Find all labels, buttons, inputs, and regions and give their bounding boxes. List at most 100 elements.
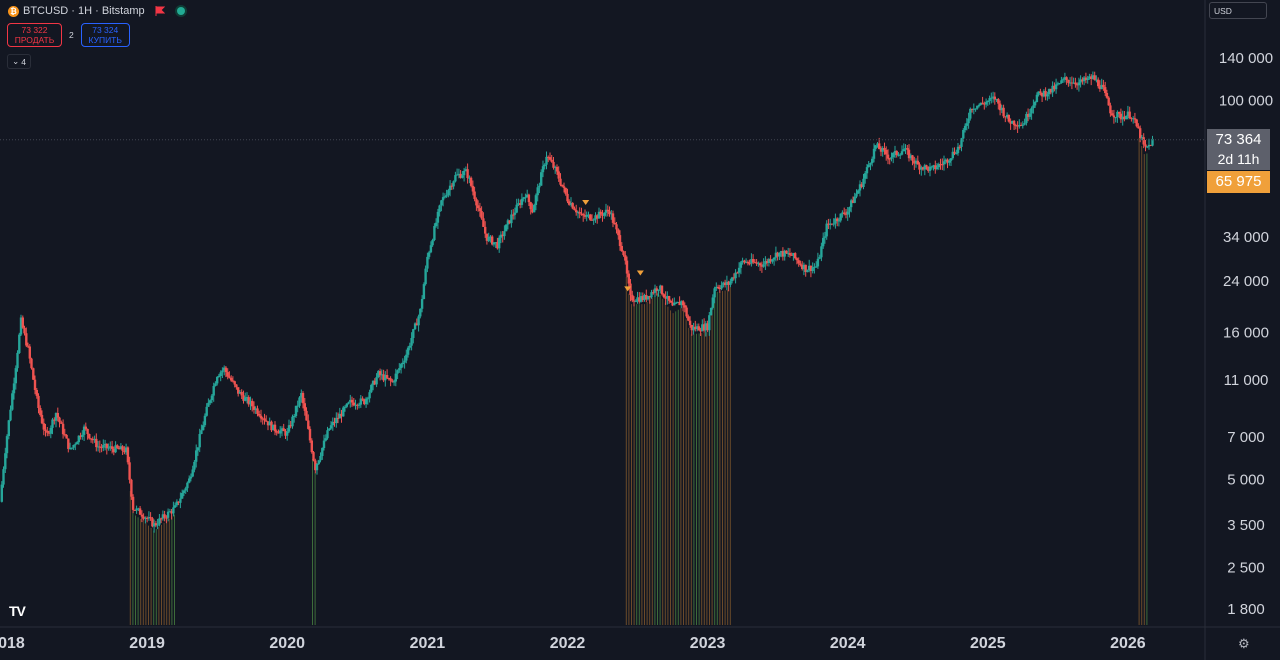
candle-body [505, 224, 508, 232]
candle-body [1063, 77, 1067, 80]
candle-body [512, 214, 515, 216]
candle-body [524, 197, 527, 199]
candle-body [664, 297, 667, 299]
candle-body [779, 251, 783, 253]
signal-marker[interactable] [624, 286, 632, 292]
candle-body [892, 153, 895, 158]
candle-body [114, 445, 117, 453]
candle-body [54, 413, 58, 421]
candle-body [904, 148, 907, 150]
candle-body [142, 516, 145, 519]
candle-body [65, 435, 68, 439]
candle-body [385, 375, 389, 378]
candle-body [617, 229, 620, 236]
candle-body [175, 501, 179, 506]
candle-body [321, 447, 324, 456]
candle-body [927, 166, 930, 171]
candle-body [734, 272, 737, 279]
candle-body [958, 146, 961, 148]
candle-body [47, 432, 51, 434]
candle-body [603, 212, 606, 216]
candle-body [272, 424, 275, 431]
candle-body [373, 380, 376, 385]
candle-body [641, 296, 644, 300]
currency-select[interactable]: USD [1209, 2, 1267, 19]
candle-body [652, 292, 655, 294]
candle-body [307, 420, 310, 429]
red-flag-icon[interactable] [155, 6, 165, 16]
candle-body [934, 165, 937, 170]
candle-body [462, 170, 466, 176]
candle-body [620, 246, 623, 252]
candle-body [736, 272, 739, 274]
candle-body [804, 264, 807, 272]
candle-body [811, 267, 814, 271]
buy-button[interactable]: 73 324 КУПИТЬ [80, 23, 130, 47]
candle-body [723, 282, 727, 285]
candle-body [1025, 114, 1028, 124]
signal-marker[interactable] [582, 200, 590, 206]
candle-body [203, 415, 207, 426]
candle-body [300, 393, 303, 398]
candle-body [1056, 83, 1060, 85]
candle-body [156, 524, 159, 526]
symbol-legend[interactable]: ₿ BTCUSD · 1H · Bitstamp [8, 3, 185, 19]
candle-body [1026, 114, 1030, 117]
signal-marker[interactable] [636, 270, 644, 276]
candle-body [202, 425, 205, 431]
candle-body [61, 423, 65, 435]
candle-body [166, 511, 170, 518]
candle-body [284, 431, 287, 436]
candle-body [834, 218, 837, 224]
candle-body [317, 460, 320, 464]
candle-body [850, 200, 853, 208]
candle-body [799, 263, 802, 265]
candle-body [589, 214, 592, 220]
candle-body [331, 421, 334, 426]
candle-body [1107, 97, 1110, 106]
candle-body [296, 405, 299, 407]
candle-body [117, 447, 121, 450]
candle-body [744, 261, 748, 263]
price-tick-label: 16 000 [1223, 325, 1269, 342]
candle-body [993, 96, 996, 100]
candle-body [813, 266, 816, 268]
candle-body [342, 407, 345, 417]
candle-body [93, 438, 96, 441]
tradingview-logo[interactable]: TV [9, 603, 26, 619]
indicators-toggle[interactable]: ⌄ 4 [7, 54, 31, 69]
candle-body [489, 236, 492, 238]
candle-body [103, 443, 107, 446]
candle-body [68, 448, 72, 449]
candle-body [997, 99, 1000, 104]
candle-body [568, 201, 571, 205]
candle-body [585, 215, 588, 217]
candle-body [116, 445, 119, 448]
candle-body [648, 296, 651, 298]
candle-body [730, 277, 734, 282]
candle-body [1060, 80, 1063, 84]
sell-button[interactable]: 73 322 ПРОДАТЬ [7, 23, 62, 47]
candle-body [364, 398, 368, 405]
candle-body [4, 453, 7, 470]
candle-body [772, 257, 776, 260]
candle-body [872, 148, 876, 159]
candle-body [808, 265, 811, 271]
candle-body [1151, 138, 1154, 146]
candle-body [853, 196, 856, 203]
time-tick-label: 2022 [550, 635, 586, 652]
candle-body [277, 432, 280, 434]
candle-body [25, 333, 28, 346]
candle-body [822, 237, 825, 247]
settings-icon[interactable]: ⚙ [1238, 636, 1250, 651]
candle-body [969, 108, 972, 119]
candle-body [380, 374, 383, 376]
candle-body [1118, 111, 1121, 114]
candle-body [674, 302, 678, 304]
candle-body [39, 408, 42, 415]
candle-body [84, 426, 87, 429]
candle-body [498, 237, 501, 249]
candle-body [165, 517, 168, 519]
candle-body [732, 277, 736, 279]
